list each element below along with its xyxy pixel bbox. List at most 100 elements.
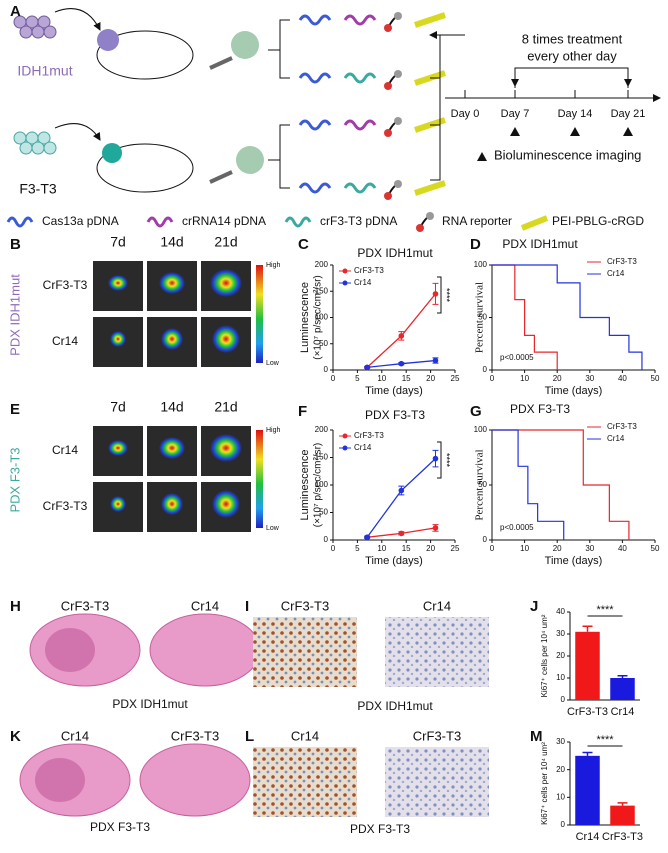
data-point [364,534,370,541]
bli-signal [110,496,126,512]
caption: PDX F3-T3 [350,822,410,836]
x-tick-label: 30 [585,374,594,383]
x-tick-label: 20 [553,374,562,383]
y-tick-label: 20 [556,651,565,660]
y-tick-label: 100 [474,260,488,269]
y-tick-label: 50 [478,313,487,322]
bli-signal [159,272,185,294]
series-line [366,293,436,368]
x-tick-label: 15 [402,374,411,383]
sig-bracket [437,441,442,479]
survival-curve [492,264,643,370]
x-tick-label: Cr14 [576,831,600,843]
series-line [366,458,436,538]
sig-bracket [437,276,442,314]
x-tick-label: 10 [377,374,386,383]
bli-signal [161,493,183,515]
timeline-day: Day 7 [501,108,530,120]
legend-text: Cas13a pDNA [42,214,119,228]
color-bar [256,430,263,528]
group-label: Cr14 [423,598,451,613]
data-point [398,333,405,339]
model-label: PDX F3-T3 [7,447,22,512]
bar [575,631,600,700]
timepoint-label: 21d [214,399,237,415]
ihc-image [385,617,489,687]
scale-label: Low [266,525,280,532]
chart-title: PDX F3-T3 [365,408,425,422]
schematic [6,8,661,232]
bli-signal [159,437,185,459]
panel-label: L [245,728,254,745]
legend-text: PEI-PBLG-cRGD [552,214,644,228]
x-tick-label: 20 [426,374,435,383]
y-tick-label: 10 [556,673,565,682]
color-bar [256,265,263,363]
group-label: Cr14 [191,598,219,613]
legend-text: Cr14 [354,278,372,287]
tumor-label: IDH1mut [17,63,72,79]
y-label: Ki67⁺ cells per 10⁴ um² [540,742,549,825]
legend-marker [342,268,348,274]
tumor-region [35,758,85,802]
legend-text: CrF3-T3 [607,422,637,431]
group-label: Cr14 [61,728,89,743]
panel-label: B [10,236,21,253]
x-tick-label: 20 [426,544,435,553]
y-tick-label: 0 [324,535,329,544]
brain-section [149,613,261,687]
bli-signal [212,490,240,518]
x-tick-label: 15 [402,544,411,553]
row-label: CrF3-T3 [43,278,88,292]
data-point [432,455,439,462]
y-label: Luminescence [299,450,311,521]
legend-text: crF3-T3 pDNA [320,214,397,228]
x-label: Time (days) [545,385,603,397]
bar [575,755,600,825]
error-bar [582,751,593,756]
group-label: Cr14 [291,728,319,743]
x-tick-label: CrF3-T3 [602,831,643,843]
x-tick-label: 20 [553,544,562,553]
x-tick-label: 40 [618,374,627,383]
y-tick-label: 200 [315,425,329,434]
caption: PDX IDH1mut [112,697,188,711]
row-label: Cr14 [52,334,78,348]
timepoint-label: 21d [214,234,237,250]
y-tick-label: 100 [474,425,488,434]
panel-label: F [298,403,307,420]
y-tick-label: 40 [556,607,565,616]
panel-label: K [10,728,21,745]
error-bar [617,802,628,806]
chart-title: PDX IDH1mut [357,246,433,260]
y-tick-label: 100 [315,313,329,322]
p-value: p<0.0005 [500,523,534,532]
model-label: PDX IDH1mut [7,274,22,356]
y-tick-label: 100 [315,480,329,489]
caption: PDX F3-T3 [90,820,150,834]
chart-title: PDX F3-T3 [510,402,570,416]
tumor-label: F3-T3 [19,181,57,197]
x-label: Time (days) [545,555,603,567]
data-point [398,487,405,494]
x-tick-label: 0 [490,544,495,553]
y-tick-label: 0 [483,535,488,544]
bli-signal [108,275,128,291]
y-tick-label: 0 [561,695,566,704]
y-tick-label: 20 [556,765,565,774]
y-tick-label: 0 [561,820,566,829]
significance: **** [442,288,452,303]
x-tick-label: 10 [520,374,529,383]
panel-label: D [470,236,481,253]
treatment-text: 8 times treatment [522,31,623,46]
legend-text: CrF3-T3 [607,257,637,266]
scale-label: High [266,262,281,269]
x-tick-label: 30 [585,544,594,553]
significance: **** [596,604,614,616]
panel-label: E [10,401,20,418]
bli-signal [161,328,183,350]
x-tick-label: 40 [618,544,627,553]
legend-text: RNA reporter [442,214,512,228]
x-tick-label: 0 [331,374,336,383]
